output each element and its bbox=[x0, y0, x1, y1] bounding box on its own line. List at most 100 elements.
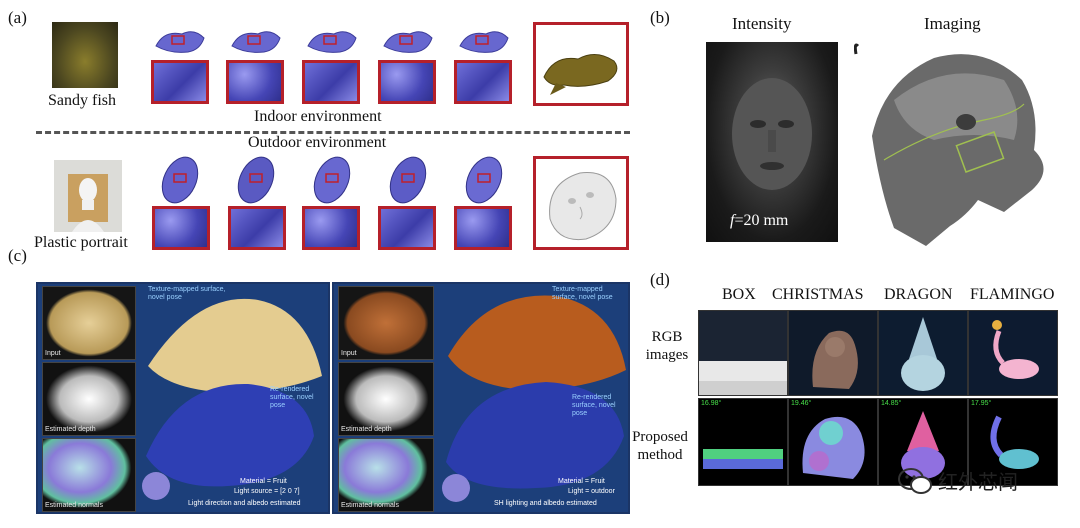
focal-value: =20 mm bbox=[734, 212, 789, 229]
proposed-christmas-art bbox=[802, 416, 865, 479]
right-input-cell: Input bbox=[338, 286, 434, 360]
right-depth-label: Estimated depth bbox=[341, 426, 392, 433]
portrait-zoom-1 bbox=[152, 206, 210, 250]
portrait-render-frame bbox=[533, 156, 629, 250]
right-input-label: Input bbox=[341, 350, 357, 357]
environment-divider bbox=[36, 131, 630, 134]
rgb-christmas-art bbox=[812, 330, 858, 389]
rgb-box-art bbox=[699, 361, 787, 395]
rgb-dragon bbox=[878, 310, 968, 396]
left-texture-note: Texture-mapped surface, novel pose bbox=[148, 286, 226, 301]
fish-reconstruction-row bbox=[150, 24, 520, 108]
wechat-icon bbox=[898, 467, 932, 494]
fish-view-1 bbox=[155, 31, 205, 53]
plastic-portrait-photo bbox=[54, 160, 122, 232]
watermark-text: 红外芯闻 bbox=[938, 470, 1018, 494]
portrait-reconstructions bbox=[161, 156, 503, 204]
row-label-proposed: Proposed method bbox=[632, 429, 688, 463]
sandy-fish-photo bbox=[52, 22, 118, 88]
left-light: Light source = [2 0 7] bbox=[234, 488, 300, 495]
left-lemon-renders bbox=[142, 298, 322, 500]
fish-zoom-4 bbox=[378, 60, 436, 104]
angle-box: 16.98° bbox=[701, 400, 722, 407]
rgb-dragon-art bbox=[901, 317, 945, 391]
portrait-white-render bbox=[549, 172, 617, 241]
portrait-view-5 bbox=[465, 156, 503, 204]
portrait-view-2 bbox=[237, 156, 275, 204]
portrait-photo-art bbox=[68, 174, 108, 232]
rgb-flamingo-art bbox=[992, 320, 1039, 379]
intensity-face bbox=[732, 78, 812, 190]
panel-d-label: (d) bbox=[650, 270, 670, 289]
portrait-zoom-5 bbox=[454, 206, 512, 250]
portrait-zoom-4 bbox=[378, 206, 436, 250]
fish-view-3 bbox=[307, 31, 357, 53]
right-depth-cell: Estimated depth bbox=[338, 362, 434, 436]
left-input-cell: Input bbox=[42, 286, 136, 360]
portrait-view-1 bbox=[161, 156, 199, 204]
portrait-zoom-3 bbox=[302, 206, 360, 250]
intensity-image: f=20 mm bbox=[706, 42, 838, 242]
panel-b-label: (b) bbox=[650, 8, 670, 27]
column-label-christmas: CHRISTMAS bbox=[772, 286, 864, 303]
panel-c-label: (c) bbox=[8, 246, 27, 265]
fish-zoom-2 bbox=[226, 60, 284, 104]
left-depth-cell: Estimated depth bbox=[42, 362, 136, 436]
left-normals-cell: Estimated normals bbox=[42, 438, 136, 512]
angle-dragon: 14.85° bbox=[881, 400, 902, 407]
left-footer: Light direction and albedo estimated bbox=[188, 500, 301, 507]
focal-length-label: f=20 mm bbox=[730, 212, 788, 230]
right-footer: SH lighting and albedo estimated bbox=[494, 500, 597, 507]
portrait-view-4 bbox=[389, 156, 427, 204]
plastic-portrait-caption: Plastic portrait bbox=[34, 234, 128, 251]
fish-view-2 bbox=[231, 31, 281, 53]
proposed-dragon: 14.85° bbox=[878, 398, 968, 486]
right-light: Light = outdoor bbox=[568, 488, 615, 495]
right-normals-cell: Estimated normals bbox=[338, 438, 434, 512]
proposed-box: 16.98° bbox=[698, 398, 788, 486]
left-rerender-note: Re-rendered surface, novel pose bbox=[270, 386, 314, 409]
sandy-fish-caption: Sandy fish bbox=[48, 92, 116, 109]
rgb-christmas bbox=[788, 310, 878, 396]
fish-textured-frame bbox=[533, 22, 629, 106]
imaging-title: Imaging bbox=[924, 14, 981, 33]
angle-flamingo: 17.95° bbox=[971, 400, 992, 407]
indoor-label: Indoor environment bbox=[254, 108, 382, 125]
right-material: Material = Fruit bbox=[558, 478, 605, 485]
outdoor-label: Outdoor environment bbox=[248, 134, 387, 151]
portrait-reconstruction-row bbox=[156, 154, 526, 206]
imaging-surface bbox=[853, 43, 1044, 246]
proposed-flamingo-art bbox=[990, 415, 1039, 469]
angle-christmas: 19.46° bbox=[791, 400, 812, 407]
fish-textured-render bbox=[543, 54, 618, 95]
fish-zoom-5 bbox=[454, 60, 512, 104]
imaging-render bbox=[853, 40, 1064, 250]
panel-c-right: Input Estimated depth Estimated normals … bbox=[332, 282, 630, 514]
rgb-box bbox=[698, 310, 788, 396]
left-depth-label: Estimated depth bbox=[45, 426, 96, 433]
focal-italic: f bbox=[730, 212, 735, 229]
left-material: Material = Fruit bbox=[240, 478, 287, 485]
right-rerender-note: Re-rendered surface, novel pose bbox=[572, 394, 616, 417]
proposed-dragon-art bbox=[901, 411, 945, 479]
intensity-title: Intensity bbox=[732, 14, 792, 33]
panel-a-label: (a) bbox=[8, 8, 27, 27]
right-orange-renders bbox=[442, 295, 626, 502]
portrait-zoom-2 bbox=[228, 206, 286, 250]
fish-view-4 bbox=[383, 31, 433, 53]
row-label-rgb: RGB images bbox=[645, 329, 689, 363]
left-normals-label: Estimated normals bbox=[45, 502, 103, 509]
fish-view-5 bbox=[459, 31, 509, 53]
column-label-box: BOX bbox=[722, 286, 756, 303]
left-input-label: Input bbox=[45, 350, 61, 357]
fish-reconstructions bbox=[155, 31, 509, 53]
fish-zoom-3 bbox=[302, 60, 360, 104]
column-label-dragon: DRAGON bbox=[884, 286, 953, 303]
fish-zoom-1 bbox=[151, 60, 209, 104]
proposed-christmas: 19.46° bbox=[788, 398, 878, 486]
portrait-view-3 bbox=[313, 156, 351, 204]
proposed-flamingo: 17.95° bbox=[968, 398, 1058, 486]
panel-c-left: Input Estimated depth Estimated normals … bbox=[36, 282, 330, 514]
proposed-box-art bbox=[703, 449, 783, 469]
right-normals-label: Estimated normals bbox=[341, 502, 399, 509]
